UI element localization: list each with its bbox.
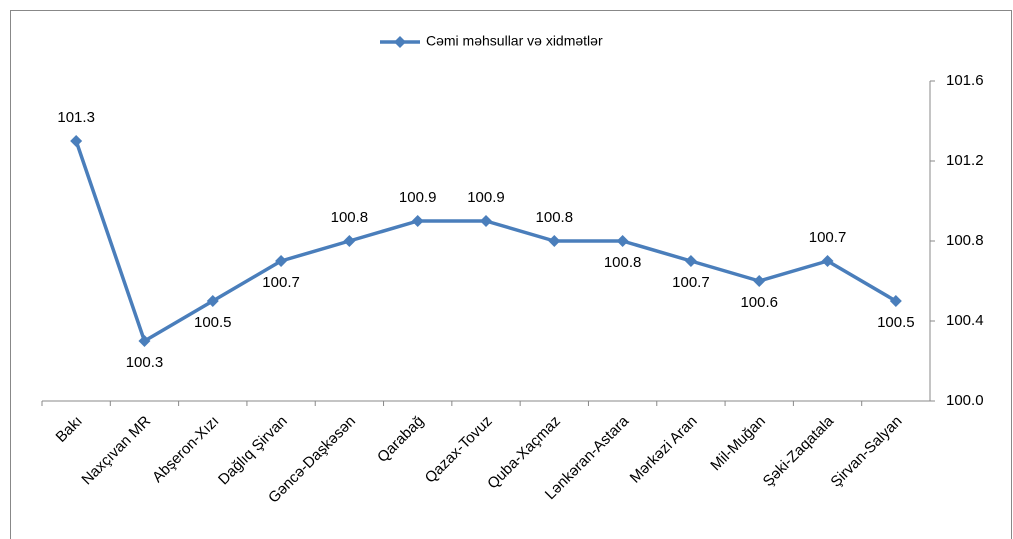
- chart-frame: [10, 10, 1012, 539]
- y-tick-label: 100.0: [946, 392, 984, 409]
- data-label: 100.9: [467, 189, 505, 206]
- data-label: 100.8: [604, 254, 642, 271]
- marker: [684, 255, 697, 267]
- marker: [548, 235, 561, 247]
- data-label: 100.7: [262, 274, 300, 291]
- marker: [480, 215, 492, 227]
- y-tick-label: 100.4: [946, 312, 984, 329]
- data-label: 101.3: [57, 109, 95, 126]
- marker: [138, 335, 151, 347]
- data-label: 100.5: [877, 314, 915, 331]
- marker: [889, 295, 902, 307]
- legend-label: Cəmi məhsullar və xidmətlər: [426, 33, 603, 49]
- data-label: 100.5: [194, 314, 232, 331]
- y-tick-label: 101.2: [946, 152, 984, 169]
- data-label: 100.7: [809, 229, 847, 246]
- data-label: 100.7: [672, 274, 710, 291]
- marker: [206, 295, 219, 307]
- marker: [343, 235, 356, 247]
- marker: [411, 215, 424, 227]
- marker: [821, 255, 834, 267]
- legend-marker: [394, 36, 406, 48]
- data-label: 100.8: [536, 209, 574, 226]
- marker: [753, 275, 766, 287]
- marker: [275, 255, 288, 267]
- marker: [70, 135, 83, 147]
- data-label: 100.9: [399, 189, 437, 206]
- data-label: 100.3: [126, 354, 164, 371]
- data-label: 100.6: [740, 294, 778, 311]
- marker: [616, 235, 629, 247]
- y-tick-label: 100.8: [946, 232, 984, 249]
- y-tick-label: 101.6: [946, 72, 984, 89]
- data-label: 100.8: [331, 209, 369, 226]
